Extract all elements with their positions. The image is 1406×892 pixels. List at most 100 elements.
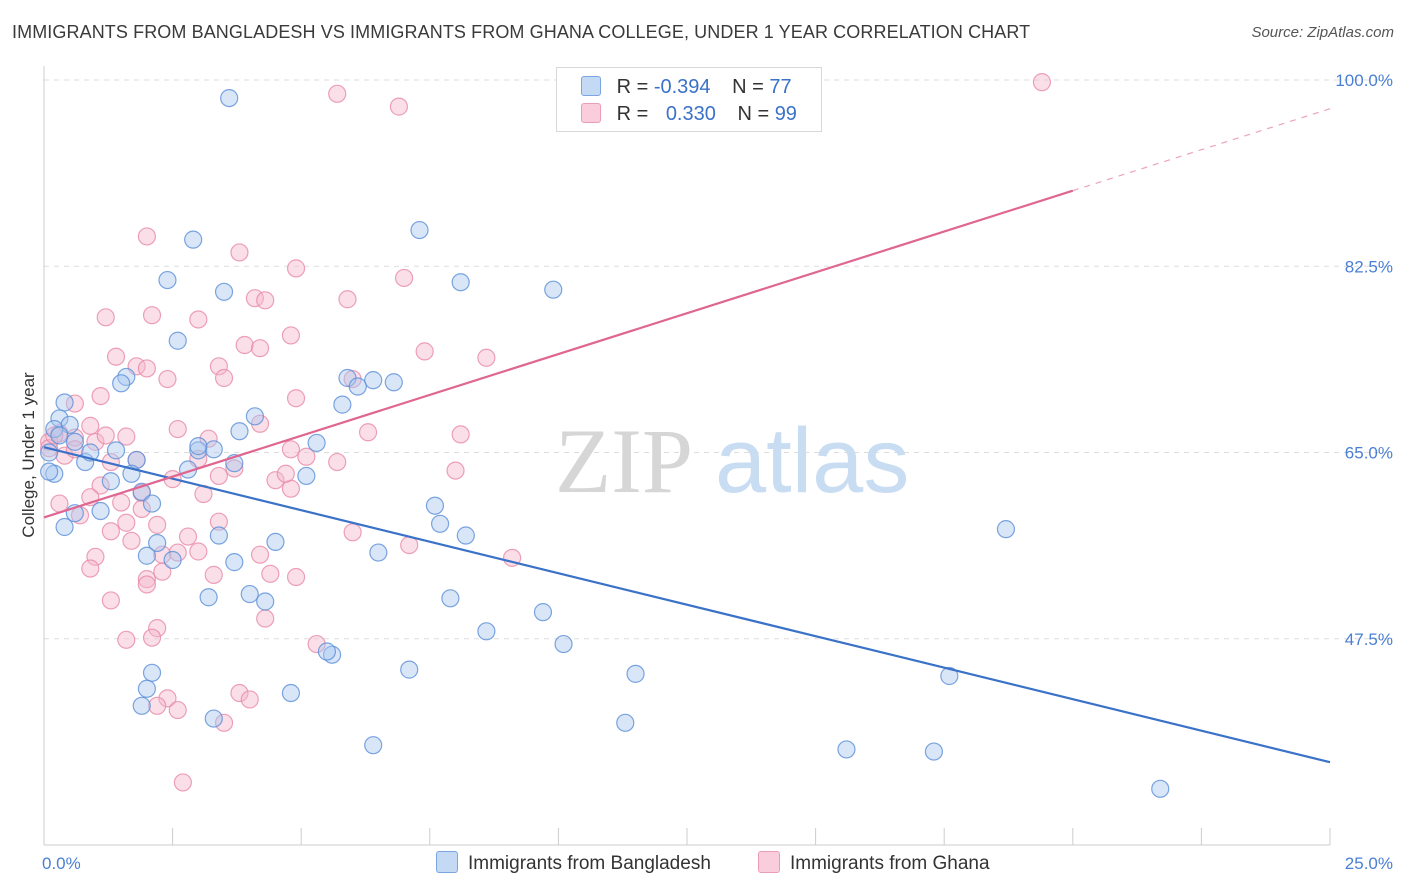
bangladesh-point xyxy=(189,441,208,460)
bangladesh-point xyxy=(168,331,187,350)
bangladesh-point xyxy=(209,526,228,545)
ghana-point xyxy=(286,259,306,278)
ghana-point xyxy=(209,357,228,376)
y-tick-label: 47.5% xyxy=(1345,630,1393,649)
bangladesh-point xyxy=(554,634,573,654)
y-tick-label: 82.5% xyxy=(1345,257,1393,276)
ghana-point xyxy=(261,564,280,583)
ghana-point xyxy=(415,342,434,361)
ghana-point xyxy=(189,310,208,329)
bangladesh-point xyxy=(40,443,59,462)
legend-n-value: 99 xyxy=(774,103,797,125)
bangladesh-point xyxy=(384,373,403,392)
ghana-point xyxy=(209,512,228,531)
watermark-zip: ZIP xyxy=(555,410,693,512)
bangladesh-point xyxy=(317,642,337,661)
bangladesh-point xyxy=(204,709,223,728)
ghana-point xyxy=(81,416,100,435)
ghana-point xyxy=(117,513,136,532)
bangladesh-point xyxy=(533,603,553,622)
ghana-point xyxy=(101,591,120,610)
ghana-point xyxy=(343,523,362,542)
bangladesh-trend-line xyxy=(43,446,1331,764)
bangladesh-point xyxy=(924,742,944,761)
bangladesh-point xyxy=(297,466,316,486)
bangladesh-point xyxy=(940,666,959,686)
ghana-point xyxy=(86,547,105,566)
bangladesh-point xyxy=(163,550,182,570)
bangladesh-point xyxy=(837,740,856,759)
legend-swatch-ghana xyxy=(758,851,780,873)
bangladesh-point xyxy=(240,584,259,604)
ghana-point xyxy=(266,471,285,490)
ghana-point xyxy=(137,575,156,594)
ghana-point xyxy=(286,389,306,408)
bangladesh-point xyxy=(369,543,388,562)
bangladesh-point xyxy=(477,622,496,641)
ghana-point xyxy=(148,515,167,534)
ghana-point xyxy=(117,630,136,649)
ghana-point xyxy=(394,268,414,288)
ghana-point xyxy=(209,466,228,486)
ghana-point xyxy=(137,570,156,589)
ghana-point xyxy=(173,773,192,792)
bangladesh-point xyxy=(112,374,131,393)
bangladesh-point xyxy=(65,432,84,451)
bangladesh-point xyxy=(142,663,162,682)
ghana-point xyxy=(96,426,115,445)
legend-row-ghana: R = 0.330 N = 99 xyxy=(581,103,797,131)
bangladesh-point xyxy=(55,393,74,412)
x-tick-label: 0.0% xyxy=(42,854,81,873)
source-label: Source: ZipAtlas.com xyxy=(1251,24,1394,41)
ghana-point xyxy=(276,464,295,483)
ghana-point xyxy=(297,447,316,466)
legend-r-value: -0.394 xyxy=(653,76,711,98)
bangladesh-point xyxy=(137,546,156,565)
ghana-point xyxy=(281,326,301,345)
bangladesh-point xyxy=(441,589,460,608)
bangladesh-point xyxy=(158,270,177,290)
x-tick-labels: 0.0% 25.0% xyxy=(42,854,1393,873)
bangladesh-point xyxy=(40,462,59,481)
bangladesh-point xyxy=(281,683,301,703)
ghana-point xyxy=(446,461,465,480)
bangladesh-point xyxy=(266,532,285,552)
legend-label-ghana: Immigrants from Ghana xyxy=(790,853,990,874)
ghana-point xyxy=(199,429,218,448)
y-tick-label: 100.0% xyxy=(1335,71,1393,90)
bangladesh-point xyxy=(456,526,475,545)
legend-swatch-bangladesh xyxy=(581,76,601,96)
bangladesh-point xyxy=(996,520,1016,539)
ghana-point xyxy=(256,609,275,628)
ghana-point xyxy=(81,559,100,578)
ghana-point xyxy=(112,493,131,512)
legend-r-label: R = xyxy=(616,103,649,125)
legend-swatch-ghana xyxy=(581,103,601,123)
bangladesh-point xyxy=(204,440,223,459)
ghana-point xyxy=(256,291,275,310)
ghana-point xyxy=(178,527,198,546)
ghana-point xyxy=(214,713,234,732)
ghana-point xyxy=(137,227,156,246)
bangladesh-point xyxy=(220,88,239,108)
ghana-point xyxy=(142,628,162,647)
ghana-point xyxy=(477,348,496,367)
legend-r-label: R = xyxy=(616,76,649,98)
ghana-point xyxy=(204,565,223,584)
ghana-point xyxy=(307,634,326,654)
bangladesh-point xyxy=(106,441,126,460)
ghana-trend-line xyxy=(43,189,1074,519)
trend-lines xyxy=(43,108,1331,764)
legend-n-label: N = xyxy=(737,103,770,125)
bangladesh-point xyxy=(544,280,563,299)
x-tick-label: 25.0% xyxy=(1345,854,1393,873)
ghana-point xyxy=(250,545,270,564)
legend-item-bangladesh: Immigrants from Bangladesh xyxy=(436,851,711,875)
ghana-point xyxy=(122,531,141,550)
ghana-point xyxy=(106,347,126,366)
ghana-point xyxy=(235,335,254,355)
ghana-point xyxy=(451,425,470,444)
ghana-point xyxy=(158,689,177,708)
correlation-legend: R = -0.394 N = 77 R = 0.330 N = 99 xyxy=(556,67,822,132)
bangladesh-point xyxy=(348,377,367,396)
